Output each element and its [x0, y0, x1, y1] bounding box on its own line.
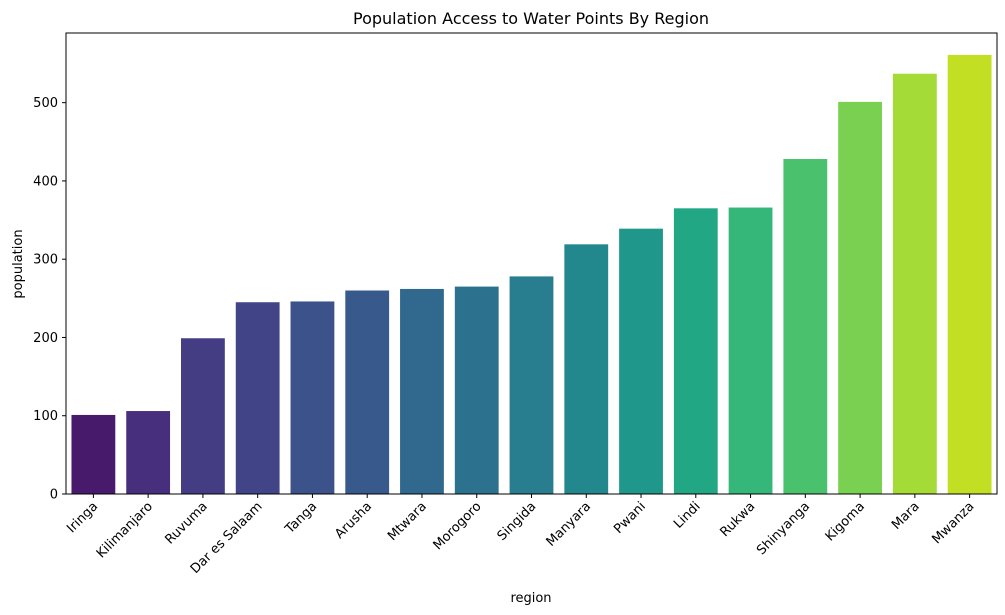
y-axis-ticks: 0 100 200 300 400 500: [33, 96, 66, 503]
y-tick-label: 300: [33, 253, 58, 268]
x-tick-label: Kilimanjaro: [94, 499, 156, 561]
y-tick-label: 400: [33, 174, 58, 189]
x-tick-label: Mwanza: [929, 499, 977, 547]
bar-rukwa: [728, 207, 773, 495]
bar-iringa: [71, 414, 116, 494]
y-tick-label: 0: [50, 488, 58, 503]
x-axis-label: region: [510, 591, 551, 606]
y-tick-label: 500: [33, 96, 58, 111]
x-tick-label: Pwani: [611, 499, 649, 537]
y-tick-label: 200: [33, 331, 58, 346]
x-tick-label: Singida: [495, 499, 540, 544]
x-tick-label: Manyara: [544, 499, 594, 549]
bar-arusha: [345, 290, 390, 494]
bar-kilimanjaro: [126, 411, 171, 494]
bar-mara: [892, 73, 937, 494]
bar-mtwara: [400, 288, 444, 494]
bar-tanga: [290, 301, 335, 494]
bar-morogoro: [454, 286, 499, 494]
x-tick-label: Lindi: [671, 499, 704, 532]
x-tick-label: Ruvuma: [162, 499, 210, 547]
y-tick-label: 100: [33, 409, 58, 424]
x-tick-label: Tanga: [282, 499, 320, 537]
x-tick-label: Mtwara: [385, 499, 430, 544]
x-tick-label: Morogoro: [431, 499, 485, 553]
bar-ruvuma: [181, 338, 225, 494]
x-tick-label: Kigoma: [823, 499, 868, 544]
x-tick-label: Iringa: [64, 499, 101, 536]
y-axis-label: population: [11, 229, 26, 298]
x-tick-label: Shinyanga: [754, 499, 813, 558]
x-tick-label: Arusha: [332, 499, 375, 542]
bar-singida: [509, 276, 554, 494]
x-tick-label: Mara: [889, 499, 923, 533]
bar-pwani: [619, 228, 663, 495]
bar-manyara: [564, 244, 609, 494]
chart-title: Population Access to Water Points By Reg…: [353, 9, 709, 28]
bars-group: [71, 54, 992, 495]
bar-kigoma: [838, 101, 882, 494]
bar-dar-es-salaam: [235, 302, 280, 494]
x-tick-label: Rukwa: [717, 499, 758, 540]
bar-shinyanga: [783, 159, 828, 494]
bar-lindi: [673, 208, 718, 494]
bar-mwanza: [947, 54, 992, 495]
plot-frame: [65, 32, 998, 495]
